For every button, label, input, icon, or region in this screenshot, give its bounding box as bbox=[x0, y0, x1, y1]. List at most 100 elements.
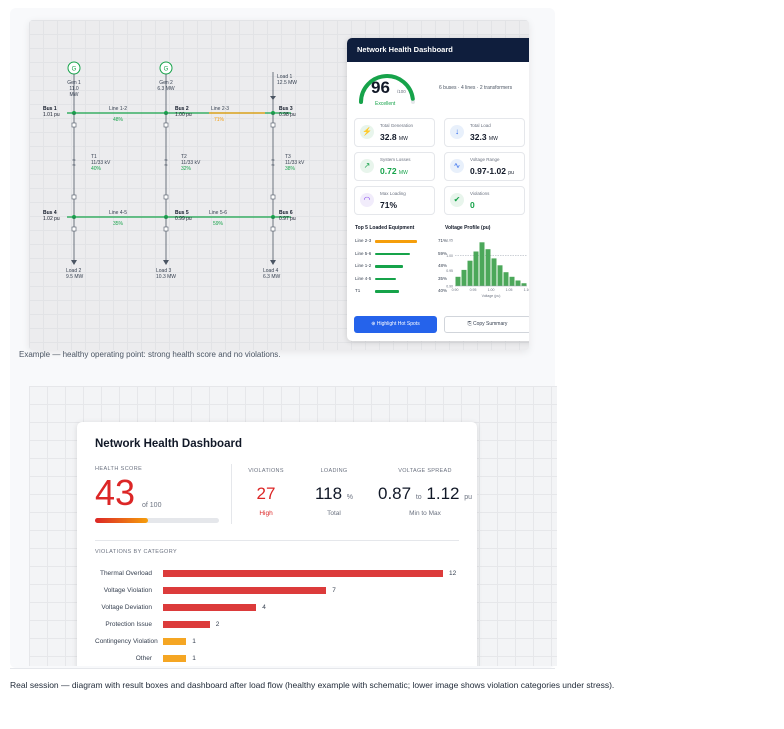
equipment-row: Line 2-3 71% bbox=[355, 238, 447, 243]
x-tick-label: 0.90 bbox=[452, 288, 459, 292]
metric-tile: ↗ System Losses 0.72 MW bbox=[354, 152, 435, 181]
voltage-bar bbox=[491, 258, 497, 286]
example-score: 96 bbox=[371, 78, 390, 97]
example-screenshot: G G ≈ ≈ ≈ bbox=[29, 20, 529, 350]
metric-tile: ∿ Voltage Range 0.97-1.02 pu bbox=[444, 152, 525, 181]
line-4-5-pct: 35% bbox=[113, 221, 124, 227]
equipment-bar bbox=[375, 240, 417, 243]
example-dashboard: Network Health Dashboard 96 /100 Excelle… bbox=[347, 38, 529, 341]
health-score-bar bbox=[95, 518, 219, 523]
equipment-row: Line 5-6 59% bbox=[355, 250, 447, 256]
target-icon: ⊕ bbox=[371, 321, 376, 327]
line-1-2-label: Line 1-2 bbox=[109, 106, 128, 112]
load-1-label: Load 1 12.5 MW bbox=[277, 74, 298, 86]
bus-5-label: Bus 5 0.99 pu bbox=[175, 210, 192, 222]
category-row: Other 1 bbox=[135, 655, 196, 662]
line-4-5-label: Line 4-5 bbox=[109, 210, 128, 216]
transformer-3-symbol: ≈ bbox=[271, 158, 275, 164]
voltage-spread-metric: VOLTAGE SPREAD 0.87 to 1.12 pu Min to Ma… bbox=[377, 468, 473, 517]
top5-title: Top 5 Loaded Equipment bbox=[355, 225, 415, 231]
category-bar bbox=[163, 655, 187, 662]
voltage-bar bbox=[479, 242, 485, 286]
equipment-bar bbox=[375, 252, 410, 255]
arrow-down-icon: ↓ bbox=[450, 125, 464, 139]
line-5-6-pct: 59% bbox=[213, 221, 224, 227]
shield-check-icon: ✔ bbox=[450, 193, 464, 207]
load-2-label: Load 2 9.5 MW bbox=[66, 268, 84, 280]
metric-tile: ⚡ Total Generation 32.8 MW bbox=[354, 118, 435, 147]
network-summary: 6 buses · 4 lines · 2 transformers bbox=[439, 85, 513, 91]
voltage-bar bbox=[467, 260, 473, 286]
health-score-gauge bbox=[359, 74, 415, 104]
x-axis-label: Voltage (pu) bbox=[482, 294, 501, 298]
voltage-bar bbox=[485, 249, 491, 286]
network-schematic: G G ≈ ≈ ≈ bbox=[67, 61, 291, 265]
clipboard-icon: ⎘ bbox=[467, 321, 472, 327]
load-4-label: Load 4 6.3 MW bbox=[263, 268, 281, 280]
x-tick-label: 1.00 bbox=[488, 288, 495, 292]
bus-6-label: Bus 6 0.97 pu bbox=[279, 210, 296, 222]
highlight-hot-spots-button[interactable]: ⊕ Highlight Hot Spots bbox=[354, 316, 437, 333]
voltage-bar bbox=[521, 283, 527, 286]
session-dashboard: Network Health Dashboard HEALTH SCORE 43… bbox=[77, 422, 477, 666]
bus-4-label: Bus 4 1.02 pu bbox=[43, 210, 60, 222]
bolt-icon: ⚡ bbox=[360, 125, 374, 139]
equipment-bar bbox=[375, 290, 399, 293]
session-score-of: of 100 bbox=[142, 502, 162, 509]
voltage-bar bbox=[509, 276, 515, 286]
health-score-bar-fill bbox=[95, 518, 149, 523]
voltage-bar bbox=[515, 280, 521, 286]
equipment-bar bbox=[375, 277, 396, 280]
category-row: Protection Issue 2 bbox=[105, 621, 220, 628]
y-tick-label: 0.95 bbox=[446, 269, 453, 273]
example-score-label: Excellent bbox=[375, 101, 396, 107]
wave-icon: ∿ bbox=[450, 159, 464, 173]
x-tick-label: 1.05 bbox=[506, 288, 513, 292]
bus-3-label: Bus 3 0.98 pu bbox=[279, 106, 296, 118]
categories-label: VIOLATIONS BY CATEGORY bbox=[95, 549, 178, 555]
session-dashboard-title: Network Health Dashboard bbox=[95, 438, 242, 450]
category-row: Contingency Violation 1 bbox=[95, 638, 196, 645]
t2-label: T2 11/33 kV 32% bbox=[181, 154, 201, 172]
metric-tile: ✔ Violations 0 bbox=[444, 186, 525, 215]
t3-label: T3 11/33 kV 38% bbox=[285, 154, 305, 172]
load-3-arrow bbox=[163, 260, 169, 265]
metric-tile: ↓ Total Load 32.3 MW bbox=[444, 118, 525, 147]
y-tick-label: 1.05 bbox=[446, 239, 453, 243]
load-2-arrow bbox=[71, 260, 77, 265]
equipment-bar bbox=[375, 265, 404, 268]
metric-tile: ◠ Max Loading 71% bbox=[354, 186, 435, 215]
session-caption: Real session — diagram with result boxes… bbox=[10, 680, 615, 690]
equipment-row: Line 4-5 35% bbox=[355, 275, 447, 281]
example-dashboard-title: Network Health Dashboard bbox=[347, 38, 529, 62]
transformer-2-symbol: ≈ bbox=[164, 158, 168, 164]
x-tick-label: 1.10 bbox=[524, 288, 529, 292]
voltage-bar bbox=[461, 269, 467, 286]
svg-text:≈: ≈ bbox=[164, 163, 168, 169]
bus-1-label: Bus 1 1.01 pu bbox=[43, 106, 60, 118]
category-row: Thermal Overload 12 bbox=[99, 570, 457, 577]
y-tick-label: 0.90 bbox=[446, 285, 453, 289]
voltage-bar bbox=[497, 265, 503, 286]
y-tick-label: 1.00 bbox=[446, 254, 453, 258]
example-caption: Example — healthy operating point: stron… bbox=[19, 350, 281, 359]
gen-1-label: Gen 1 11.0 MW bbox=[67, 80, 81, 98]
gauge-icon: ◠ bbox=[360, 193, 374, 207]
voltage-bar bbox=[473, 251, 479, 286]
copy-summary-button[interactable]: ⎘ Copy Summary bbox=[444, 316, 529, 333]
category-row: Voltage Deviation 4 bbox=[101, 604, 266, 611]
voltage-profile-title: Voltage Profile (pu) bbox=[445, 225, 491, 231]
svg-text:≈: ≈ bbox=[72, 163, 76, 169]
equipment-row: T1 40% bbox=[355, 288, 447, 293]
session-screenshot: Network Health Dashboard HEALTH SCORE 43… bbox=[29, 386, 557, 666]
category-bar bbox=[163, 587, 327, 594]
violations-metric: VIOLATIONS 27 High bbox=[248, 468, 284, 517]
line-2-3-label: Line 2-3 bbox=[211, 106, 230, 112]
trend-icon: ↗ bbox=[360, 159, 374, 173]
category-bar bbox=[163, 604, 257, 611]
line-5-6-label: Line 5-6 bbox=[209, 210, 228, 216]
transformer-1-symbol: ≈ bbox=[72, 158, 76, 164]
category-bar bbox=[163, 621, 210, 628]
generator-1-glyph: G bbox=[72, 67, 77, 73]
session-score: 43 bbox=[95, 472, 136, 513]
